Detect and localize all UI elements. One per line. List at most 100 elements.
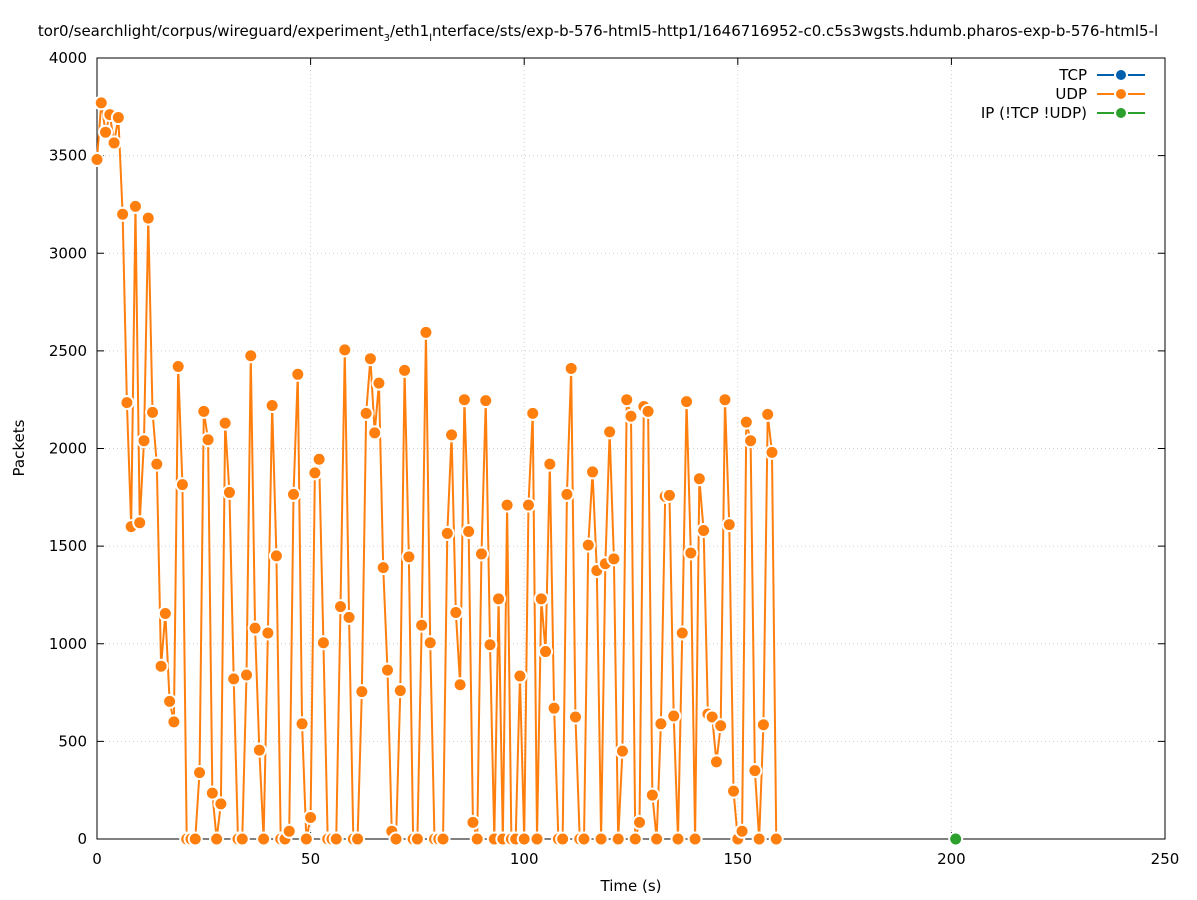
data-point-udp [683,545,699,561]
data-point-udp [768,831,784,847]
data-point-udp [362,351,378,367]
data-point-udp [567,709,583,725]
data-point-udp [290,366,306,382]
data-point-udp [649,831,665,847]
x-axis-label: Time (s) [600,877,662,895]
data-point-udp [614,743,630,759]
data-point-udp [738,414,754,430]
legend-item-ip: IP (!TCP !UDP) [981,104,1145,122]
x-tick-label: 250 [1151,850,1180,868]
data-point-udp [298,831,314,847]
data-point-udp [465,814,481,830]
data-point-udp [166,714,182,730]
data-point-udp [418,324,434,340]
y-axis-label: Packets [10,419,28,476]
data-point-udp [764,444,780,460]
x-tick-label: 150 [723,850,752,868]
data-point-udp [264,398,280,414]
data-point-udp [401,549,417,565]
data-point-udp [200,432,216,448]
y-tick-label: 2000 [49,440,87,458]
data-point-udp [580,537,596,553]
y-tick-label: 4000 [49,49,87,67]
data-point-udp [281,823,297,839]
data-point-udp [98,124,114,140]
data-point-udp [623,408,639,424]
x-tick-label: 200 [937,850,966,868]
data-point-udp [140,210,156,226]
legend-label-tcp: TCP [1058,66,1087,84]
data-point-udp [448,605,464,621]
data-point-udp [585,464,601,480]
data-point-udp [328,831,344,847]
data-point-udp [512,668,528,684]
data-point-udp [747,763,763,779]
data-point-udp [644,787,660,803]
data-point-udp [674,625,690,641]
data-point-udp [713,718,729,734]
y-tick-labels: 0 500 1000 1500 2000 2500 3000 3500 4000 [49,49,87,848]
data-point-udp [619,392,635,408]
data-point-udp [380,662,395,678]
data-point-udp [525,405,541,421]
data-point-udp [734,823,750,839]
data-point-udp [538,644,554,660]
data-point-udp [593,831,609,847]
data-point-udp [157,605,173,621]
data-point-udp [687,831,703,847]
data-point-udp [726,783,742,799]
data-point-udp [717,392,733,408]
data-point-udp [93,95,109,111]
series-layer [89,95,964,847]
data-point-udp [482,637,498,653]
data-point-udp [145,404,161,420]
data-point-udp [606,551,622,567]
data-point-udp [666,708,682,724]
data-point-udp [315,635,331,651]
data-point-udp [354,684,370,700]
y-tick-label: 0 [77,830,87,848]
data-point-udp [576,831,592,847]
data-point-udp [286,486,302,502]
data-point-udp [303,810,319,826]
data-point-udp [367,425,383,441]
data-point-udp [213,796,229,812]
data-point-udp [670,831,686,847]
data-point-udp [640,403,656,419]
legend-marker-ip [1114,106,1128,120]
data-point-udp [110,110,126,126]
data-point-udp [119,395,135,411]
data-point-udp [473,546,489,562]
data-point-udp [755,717,771,733]
data-point-udp [209,831,225,847]
data-point-udp [721,517,737,533]
data-point-udp [691,471,707,487]
data-point-udp [307,465,323,481]
data-point-udp [136,433,152,449]
legend-marker-tcp [1114,68,1128,82]
data-point-udp [115,206,131,222]
data-point-udp [542,456,558,472]
data-point-udp [491,591,507,607]
legend-marker-udp [1114,87,1128,101]
data-point-udp [247,620,263,636]
chart-title-part-1: tor0/searchlight/corpus/wireguard/experi… [38,22,384,40]
data-point-udp [358,405,374,421]
data-point-udp [192,765,208,781]
data-point-udp [555,831,571,847]
data-point-udp [520,497,536,513]
data-point-udp [414,617,430,633]
data-point-udp [661,487,677,503]
y-tick-label: 3000 [49,244,87,262]
data-point-udp [337,342,353,358]
x-tick-label: 50 [301,850,320,868]
data-point-udp [533,591,549,607]
data-point-udp [311,451,327,467]
data-point-udp [546,700,562,716]
data-point-udp [153,658,169,674]
data-point-udp [760,406,776,422]
data-point-udp [162,693,178,709]
data-point-udp [371,375,387,391]
data-point-udp [469,831,485,847]
